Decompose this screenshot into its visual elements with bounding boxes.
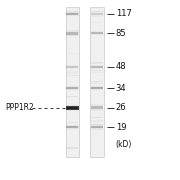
Bar — [66, 30, 78, 36]
Bar — [66, 35, 78, 36]
Bar — [66, 71, 78, 73]
Text: PPP1R2: PPP1R2 — [5, 103, 34, 112]
Bar — [66, 66, 78, 68]
Bar — [91, 72, 103, 73]
Bar — [66, 105, 78, 111]
Bar — [91, 83, 103, 84]
Bar — [91, 31, 103, 35]
Bar — [66, 88, 78, 90]
Text: 34: 34 — [116, 84, 126, 93]
Text: 117: 117 — [116, 9, 132, 18]
Bar — [66, 122, 78, 123]
Bar — [66, 7, 79, 157]
Bar — [66, 105, 78, 106]
Bar — [66, 32, 78, 35]
Bar — [91, 22, 103, 23]
Bar — [66, 125, 78, 129]
Bar — [91, 62, 103, 63]
Bar — [66, 130, 78, 131]
Bar — [91, 117, 103, 118]
Bar — [66, 86, 78, 90]
Bar — [91, 65, 103, 69]
Bar — [91, 126, 103, 128]
Bar — [91, 12, 103, 15]
Bar — [91, 11, 103, 12]
Bar — [66, 75, 78, 76]
Bar — [91, 104, 103, 111]
Bar — [91, 124, 103, 125]
Bar — [66, 107, 78, 109]
Bar — [66, 53, 78, 54]
Bar — [91, 124, 103, 130]
Bar — [66, 87, 78, 89]
Bar — [66, 73, 78, 74]
Bar — [66, 96, 78, 97]
Bar — [91, 87, 103, 89]
Text: 19: 19 — [116, 123, 126, 132]
Bar — [91, 81, 103, 82]
Bar — [66, 11, 78, 16]
Text: (kD): (kD) — [116, 140, 132, 149]
Bar — [91, 120, 103, 122]
Bar — [66, 147, 78, 149]
Bar — [66, 13, 78, 14]
Bar — [91, 66, 103, 68]
Bar — [66, 127, 78, 128]
Text: 26: 26 — [116, 103, 126, 112]
Bar — [91, 11, 103, 17]
Bar — [66, 65, 78, 69]
Bar — [91, 32, 103, 34]
Bar — [90, 7, 104, 157]
Bar — [91, 87, 103, 88]
Bar — [91, 70, 103, 71]
Bar — [91, 127, 103, 128]
Bar — [67, 107, 78, 109]
Bar — [66, 106, 78, 110]
Bar — [91, 106, 103, 109]
Text: 48: 48 — [116, 62, 126, 71]
Bar — [91, 117, 103, 118]
Bar — [66, 13, 78, 15]
Bar — [91, 86, 103, 90]
Bar — [91, 63, 103, 64]
Text: 85: 85 — [116, 29, 126, 38]
